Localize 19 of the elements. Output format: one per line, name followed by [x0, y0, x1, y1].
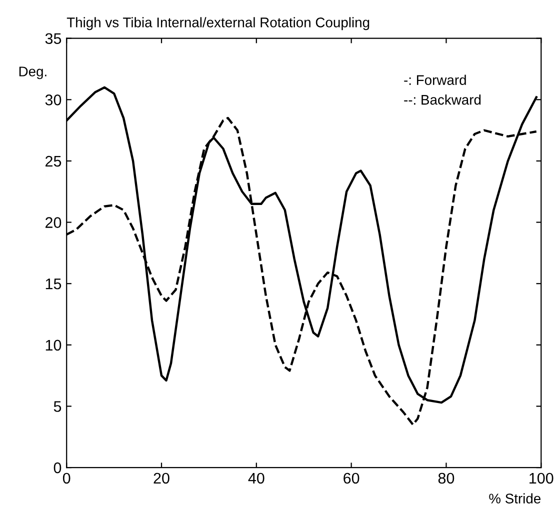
annotation: -: Forward: [404, 74, 466, 85]
x-axis-title: % Stride: [489, 493, 541, 504]
x-tick-label: 40: [248, 472, 264, 484]
y-tick-label: 30: [45, 94, 62, 106]
x-tick-label: 100: [530, 472, 554, 484]
x-tick-label: 20: [154, 472, 170, 484]
y-tick-label: 35: [45, 33, 62, 44]
chart-title: Thigh vs Tibia Internal/external Rotation Coupling: [66, 17, 370, 30]
x-tick-label: 80: [438, 472, 454, 484]
y-axis-title: Deg.: [19, 66, 46, 80]
x-tick-label: 0: [62, 472, 70, 484]
y-tick-label: 20: [46, 217, 62, 228]
y-tick-label: 0: [54, 462, 62, 474]
x-tick-label: 60: [344, 472, 360, 484]
y-tick-label: 10: [46, 340, 62, 351]
y-tick-label: 25: [46, 156, 62, 167]
annotation: --: Backward: [404, 94, 481, 105]
y-tick-label: 5: [54, 401, 62, 412]
y-tick-label: 15: [46, 278, 62, 290]
